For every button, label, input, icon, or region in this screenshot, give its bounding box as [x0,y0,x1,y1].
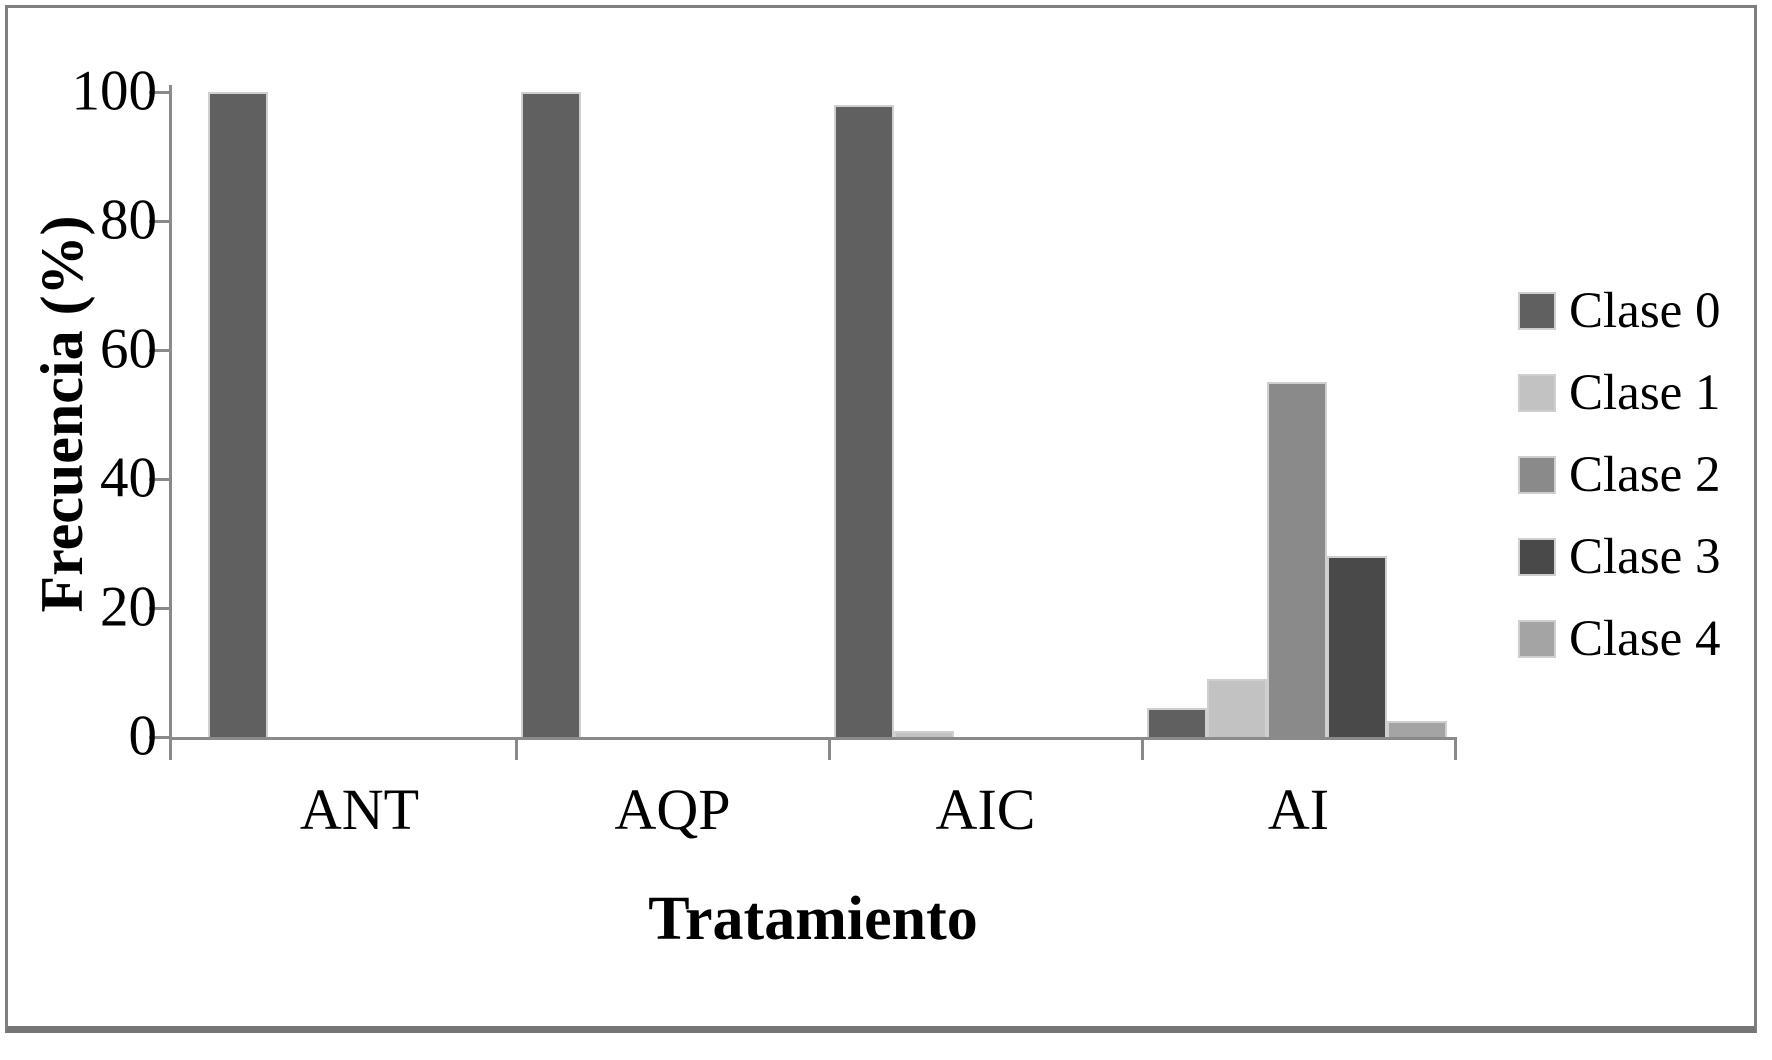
y-tick-label: 100 [71,59,158,123]
legend-swatch-icon [1518,292,1556,330]
bar-clase-4-ai [1387,721,1447,737]
category-label-aqp: AQP [614,777,731,842]
category-label-ant: ANT [299,777,420,842]
y-axis-line [169,85,172,760]
y-tick-label: 80 [100,188,157,252]
bar-clase-0-ai [1147,708,1207,737]
bar-clase-0-aqp [521,92,581,737]
y-tick [149,349,169,352]
legend-swatch-icon [1518,620,1556,658]
legend-label: Clase 1 [1569,364,1721,421]
legend-swatch-icon [1518,456,1556,494]
bar-clase-0-aic [834,105,894,737]
legend-label: Clase 4 [1569,610,1721,667]
bar-clase-3-ai [1327,556,1387,737]
y-tick-label: 20 [100,575,157,639]
legend-item-clase-0: Clase 0 [1518,285,1721,337]
y-tick-label: 60 [100,317,157,381]
legend: Clase 0 Clase 1 Clase 2 Clase 3 Clase 4 [1518,285,1721,665]
legend-label: Clase 2 [1569,446,1721,503]
x-tick [515,740,518,760]
bar-clase-1-aic [894,731,954,737]
bar-clase-0-ant [208,92,268,737]
legend-item-clase-2: Clase 2 [1518,449,1721,501]
legend-item-clase-4: Clase 4 [1518,613,1721,665]
x-axis-line [169,737,1457,740]
category-label-aic: AIC [935,777,1036,842]
y-tick [149,91,169,94]
legend-swatch-icon [1518,538,1556,576]
legend-item-clase-3: Clase 3 [1518,531,1721,583]
legend-label: Clase 3 [1569,528,1721,585]
y-tick [149,478,169,481]
bar-clase-1-ai [1207,679,1267,737]
y-tick [149,220,169,223]
y-tick-label: 0 [128,704,158,768]
x-tick [1141,740,1144,760]
x-axis-title: Tratamiento [648,885,978,953]
category-label-ai: AI [1267,777,1330,842]
y-tick [149,607,169,610]
bar-clase-2-ai [1267,382,1327,737]
legend-item-clase-1: Clase 1 [1518,367,1721,419]
x-tick [1454,740,1457,760]
legend-label: Clase 0 [1569,282,1721,339]
legend-swatch-icon [1518,374,1556,412]
y-tick-label: 40 [100,446,157,510]
y-tick [149,736,169,739]
x-tick [828,740,831,760]
